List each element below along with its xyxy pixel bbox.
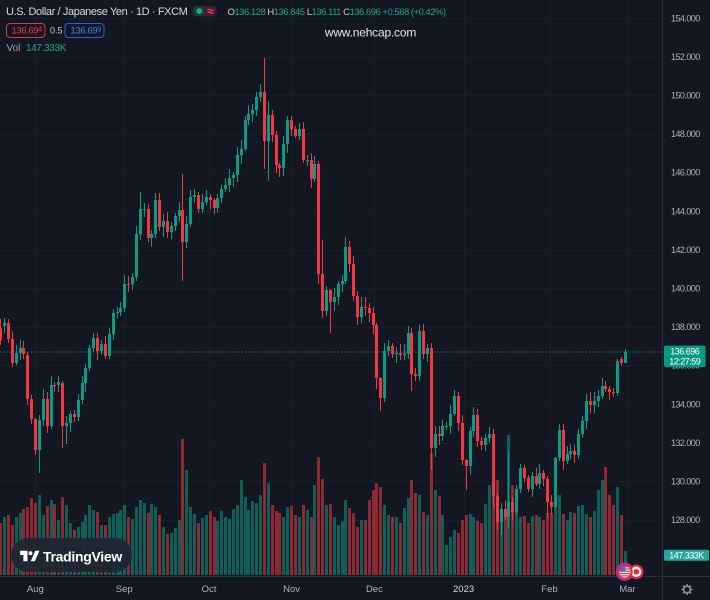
svg-text:Sep: Sep <box>116 584 133 595</box>
svg-text:136.694: 136.694 <box>12 24 43 36</box>
svg-text:142.000: 142.000 <box>671 245 700 255</box>
svg-text:154.000: 154.000 <box>671 13 700 23</box>
svg-text:Vol: Vol <box>7 43 21 54</box>
svg-text:Mar: Mar <box>619 584 635 595</box>
svg-text:O136.128 H136.845 L136.111 C13: O136.128 H136.845 L136.111 C136.696 +0.5… <box>228 7 447 18</box>
svg-text:2023: 2023 <box>453 584 474 595</box>
svg-text:147.333K: 147.333K <box>669 550 704 560</box>
svg-text:140.000: 140.000 <box>671 284 700 294</box>
svg-text:U.S. Dollar / Japanese Yen · 1: U.S. Dollar / Japanese Yen · 1D · FXCM <box>6 6 188 18</box>
svg-text:136.696: 136.696 <box>670 346 700 356</box>
svg-text:148.000: 148.000 <box>671 129 700 139</box>
svg-text:146.000: 146.000 <box>671 168 700 178</box>
svg-text:134.000: 134.000 <box>671 399 700 409</box>
svg-text:128.000: 128.000 <box>671 515 700 525</box>
svg-text:Nov: Nov <box>283 584 300 595</box>
svg-text:136.699: 136.699 <box>71 24 102 36</box>
svg-text:144.000: 144.000 <box>671 206 700 216</box>
svg-text:0.5: 0.5 <box>50 26 63 36</box>
svg-text:150.000: 150.000 <box>671 91 700 101</box>
svg-text:Feb: Feb <box>541 584 557 595</box>
svg-text:147.333K: 147.333K <box>26 43 67 54</box>
svg-text:130.000: 130.000 <box>671 477 700 487</box>
svg-text:152.000: 152.000 <box>671 52 700 62</box>
svg-text:Dec: Dec <box>366 584 383 595</box>
svg-text:132.000: 132.000 <box>671 438 700 448</box>
svg-text:Aug: Aug <box>27 584 44 595</box>
svg-text:12:27:59: 12:27:59 <box>669 356 701 366</box>
svg-text:Oct: Oct <box>202 584 217 595</box>
svg-text:www.nehcap.com: www.nehcap.com <box>324 26 416 40</box>
svg-text:138.000: 138.000 <box>671 322 700 332</box>
svg-text:TradingView: TradingView <box>43 549 122 565</box>
